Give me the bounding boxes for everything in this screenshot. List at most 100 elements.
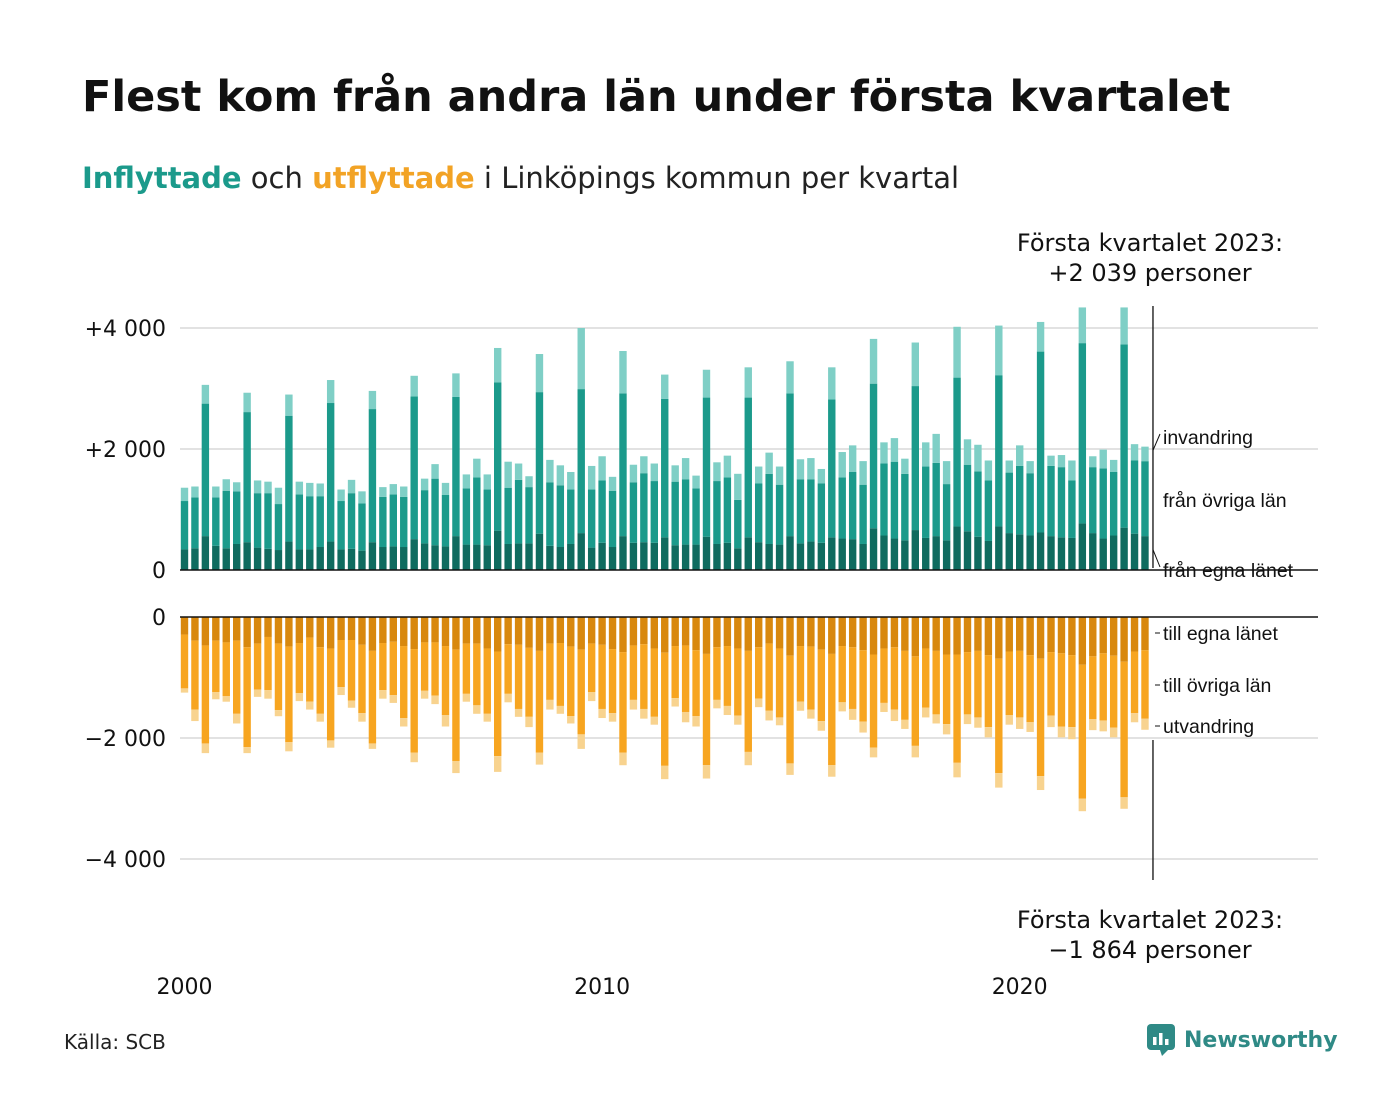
bar-inflow-own [462, 544, 471, 570]
bar-inflow-other [974, 471, 982, 537]
bar-outflow-emigration [535, 752, 544, 765]
bar-outflow-other [264, 636, 272, 691]
bar-outflow-other [295, 643, 304, 694]
series-label-leader [1152, 433, 1161, 451]
bar-inflow-immigration [1016, 445, 1024, 466]
bar-outflow-emigration [953, 762, 961, 778]
bar-inflow-other [431, 478, 439, 546]
bar-outflow-own [420, 617, 429, 643]
bar-outflow-own [650, 617, 658, 649]
bar-outflow-own [1089, 617, 1097, 657]
bar-outflow-other [650, 648, 658, 717]
bar-inflow-other [410, 396, 418, 540]
bar-inflow-other [786, 393, 794, 537]
bar-inflow-other [389, 494, 397, 547]
bar-inflow-immigration [671, 465, 679, 482]
bar-inflow-other [723, 477, 732, 543]
bar-outflow-own [984, 617, 993, 656]
bar-inflow-other [452, 396, 460, 537]
bar-outflow-other [483, 648, 491, 714]
bar-outflow-own [796, 617, 805, 647]
bar-inflow-other [848, 471, 857, 540]
bar-outflow-emigration [942, 724, 951, 735]
bar-inflow-immigration [1089, 456, 1097, 468]
bar-outflow-own [953, 617, 961, 655]
bar-outflow-emigration [1109, 727, 1118, 738]
bar-outflow-other [556, 643, 565, 706]
bar-inflow-immigration [431, 464, 439, 479]
bar-inflow-own [755, 542, 763, 570]
bar-inflow-other [274, 504, 283, 551]
bar-inflow-immigration [848, 445, 857, 472]
bar-inflow-own [848, 539, 857, 570]
bar-inflow-own [765, 543, 773, 570]
bar-inflow-own [932, 536, 940, 570]
bar-outflow-emigration [796, 701, 805, 711]
bar-inflow-own [514, 543, 523, 570]
bar-outflow-own [567, 617, 575, 647]
bar-inflow-other [890, 461, 899, 539]
bar-inflow-immigration [817, 468, 826, 484]
bar-outflow-own [765, 617, 773, 644]
bar-inflow-immigration [587, 465, 596, 490]
bar-inflow-own [400, 547, 408, 570]
bar-inflow-own [681, 544, 690, 570]
bar-inflow-immigration [880, 442, 888, 464]
callout-inflow-line1: Första kvartalet 2023: [1016, 229, 1284, 257]
bar-inflow-immigration [180, 487, 189, 502]
bar-outflow-own [661, 617, 669, 653]
bar-inflow-other [180, 501, 189, 550]
bar-outflow-other [577, 649, 585, 735]
bar-outflow-own [807, 617, 815, 647]
bar-inflow-other [514, 479, 523, 544]
series-label: från egna länet [1163, 560, 1294, 582]
bar-outflow-other [911, 656, 919, 746]
bar-inflow-own [212, 545, 220, 570]
newsworthy-logo-icon [1147, 1024, 1175, 1056]
newsworthy-brand[interactable]: Newsworthy [1146, 1023, 1338, 1057]
bar-inflow-other [567, 489, 575, 544]
bar-outflow-own [326, 617, 335, 649]
bar-inflow-immigration [452, 373, 460, 397]
bar-outflow-emigration [1026, 722, 1034, 732]
bar-outflow-emigration [504, 693, 512, 703]
bar-outflow-emigration [233, 713, 241, 724]
bar-inflow-immigration [640, 456, 648, 474]
bar-outflow-emigration [619, 752, 627, 766]
bar-outflow-own [389, 617, 397, 642]
bar-inflow-own [880, 535, 888, 570]
bar-inflow-immigration [212, 486, 220, 498]
bar-inflow-own [285, 541, 293, 570]
bar-outflow-other [1109, 655, 1118, 728]
bar-inflow-own [901, 540, 909, 570]
callout-outflow-line2: −1 864 personer [1048, 936, 1252, 964]
bar-inflow-immigration [483, 474, 491, 490]
bar-inflow-other [326, 403, 335, 542]
bar-outflow-emigration [201, 743, 210, 754]
bar-outflow-other [441, 646, 450, 716]
bar-outflow-other [222, 642, 230, 697]
bar-outflow-own [1141, 617, 1149, 651]
bar-inflow-own [984, 540, 993, 570]
bar-outflow-emigration [567, 716, 575, 724]
bar-inflow-own [567, 543, 575, 570]
bar-outflow-own [525, 617, 533, 648]
bar-outflow-other [974, 650, 982, 718]
bar-inflow-other [462, 488, 471, 545]
bar-outflow-own [692, 617, 700, 651]
bar-inflow-other [640, 473, 648, 543]
bar-inflow-other [191, 497, 199, 549]
bar-inflow-other [859, 484, 867, 544]
bar-inflow-own [431, 545, 439, 570]
bar-outflow-own [191, 617, 199, 641]
bar-inflow-immigration [734, 473, 742, 500]
bars [180, 307, 1149, 812]
bar-inflow-own [1089, 533, 1097, 570]
bar-outflow-other [901, 650, 909, 720]
bar-inflow-own [295, 549, 304, 570]
bar-inflow-own [233, 543, 241, 570]
bar-outflow-own [859, 617, 867, 651]
bar-inflow-other [1099, 468, 1107, 539]
bar-outflow-other [713, 647, 721, 700]
bar-outflow-emigration [243, 747, 251, 754]
